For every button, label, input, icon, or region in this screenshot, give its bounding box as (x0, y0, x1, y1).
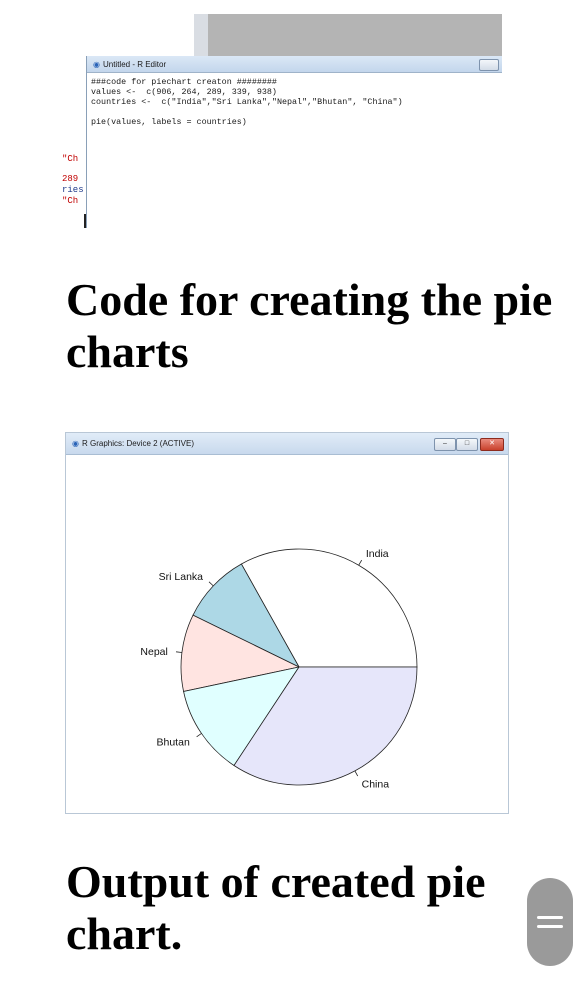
editor-screenshot: "Ch 289 ries "Ch ◉ Untitled - R Editor #… (62, 14, 502, 228)
label-tick (175, 651, 182, 653)
close-button[interactable]: ✕ (480, 438, 504, 451)
code-line (91, 107, 502, 117)
code-area[interactable]: ###code for piechart creaton ######## val… (87, 73, 502, 127)
background-window-edge (194, 14, 208, 56)
hamburger-icon (537, 913, 563, 931)
pie-slice-china (233, 666, 418, 786)
minimize-button[interactable]: – (434, 438, 456, 451)
console-fragment: "Ch (62, 154, 79, 164)
r-editor-window[interactable]: ◉ Untitled - R Editor ###code for piecha… (86, 56, 502, 228)
code-line: ###code for piechart creaton ######## (91, 77, 277, 87)
r-logo-icon: ◉ (72, 439, 79, 448)
r-logo-icon: ◉ (93, 59, 100, 69)
r-graphics-titlebar[interactable]: ◉ R Graphics: Device 2 (ACTIVE) – □ ✕ (66, 433, 508, 455)
r-graphics-title: R Graphics: Device 2 (ACTIVE) (81, 439, 195, 448)
pie-label-nepal: Nepal (140, 646, 167, 658)
pie-slice-nepal (180, 614, 301, 692)
pie-label-china: China (362, 778, 390, 790)
menu-button[interactable] (527, 878, 573, 966)
console-fragment: 289 (62, 174, 79, 184)
minimize-button[interactable] (479, 59, 499, 71)
label-tick (208, 581, 214, 587)
maximize-button[interactable]: □ (456, 438, 478, 451)
console-fragment: ries (62, 185, 84, 195)
pie-label-bhutan: Bhutan (157, 736, 190, 748)
code-line: values <- c(906, 264, 289, 339, 938) (91, 87, 277, 97)
pie-label-india: India (366, 548, 389, 560)
console-fragments: "Ch 289 ries "Ch (62, 154, 90, 228)
label-tick (196, 733, 202, 738)
console-fragment: "Ch (62, 196, 79, 206)
label-tick (354, 770, 359, 777)
pie-label-sri-lanka: Sri Lanka (159, 571, 204, 583)
label-tick (358, 559, 363, 566)
code-line: countries <- c("India","Sri Lanka","Nepa… (91, 97, 403, 107)
pie-slice-bhutan (183, 666, 300, 767)
r-editor-title: Untitled - R Editor (102, 59, 167, 69)
code-line: pie(values, labels = countries) (91, 117, 247, 127)
r-graphics-window[interactable]: ◉ R Graphics: Device 2 (ACTIVE) – □ ✕ In… (65, 432, 509, 814)
caption-code: Code for creating the pie charts (66, 274, 553, 377)
pie-chart: India Sri Lanka Nepal Bhutan China (140, 548, 418, 790)
caption-output: Output of created pie chart. (66, 856, 486, 959)
r-editor-titlebar[interactable]: ◉ Untitled - R Editor (87, 56, 502, 73)
background-window (194, 14, 502, 56)
text-cursor (84, 214, 86, 228)
